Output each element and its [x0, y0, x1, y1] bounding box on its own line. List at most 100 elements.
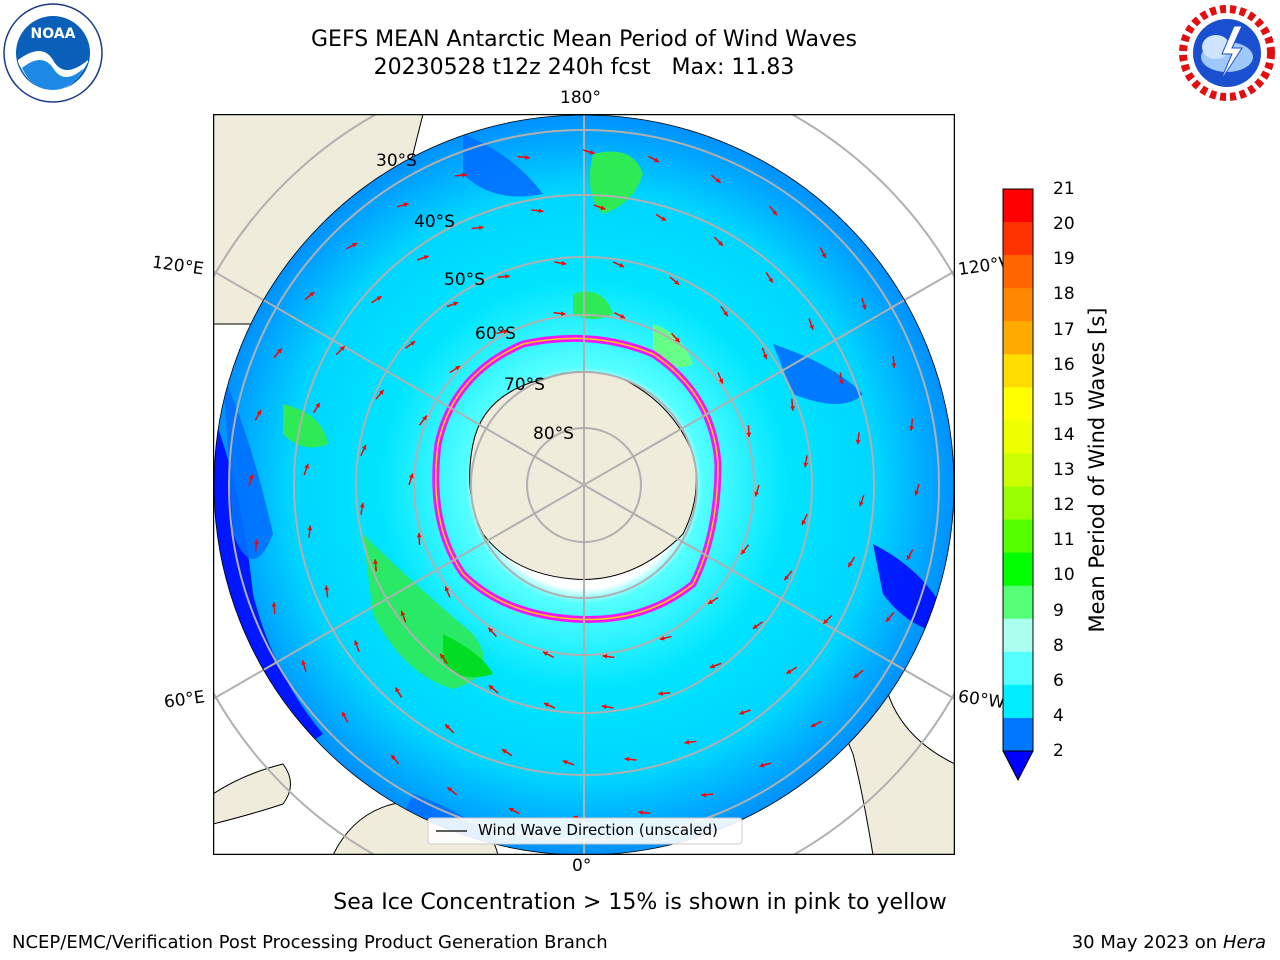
wind-arrow-head: [315, 402, 320, 408]
wind-arrow-head: [821, 253, 826, 259]
map-legend-label: Wind Wave Direction (unscaled): [478, 821, 718, 839]
wind-arrow-head: [674, 337, 680, 343]
wind-arrow-head: [542, 651, 548, 656]
wind-arrow-head: [307, 525, 313, 531]
wind-arrow-head: [562, 760, 568, 765]
colorbar-tick-label: 14: [1053, 424, 1075, 445]
wind-arrow-head: [786, 669, 792, 674]
colorbar-swatch: [1003, 717, 1033, 752]
colorbar-label: Mean Period of Wind Waves [s]: [1085, 307, 1109, 633]
lon-label-180: 180°: [560, 88, 601, 108]
wind-arrow-head: [861, 304, 867, 310]
wind-arrow-head: [248, 474, 254, 480]
lat-label-50s: 50°S: [444, 270, 485, 290]
wind-arrow-head: [560, 311, 566, 316]
wind-arrow-head: [752, 624, 758, 629]
wind-arrow-head: [718, 378, 724, 384]
colorbar-swatch: [1003, 288, 1033, 322]
wind-arrow-head: [624, 756, 630, 762]
wind-arrow-head: [718, 240, 723, 246]
wind-arrow-head: [403, 202, 409, 208]
wind-arrow-head: [453, 301, 459, 307]
wind-arrow-head: [256, 409, 261, 415]
wind-arrow-head: [654, 157, 660, 162]
wind-arrow-head: [391, 754, 396, 760]
wind-arrow-head: [891, 363, 897, 368]
wind-arrow-head: [359, 502, 365, 508]
colorbar-swatch: [1003, 189, 1033, 223]
wind-arrow-head: [447, 787, 453, 792]
wind-arrow-head: [478, 225, 484, 231]
wind-arrow-head: [853, 673, 859, 678]
wind-arrow-head: [768, 277, 773, 283]
lon-label-60w: 60°W: [956, 686, 1007, 714]
chart-subtitle: 20230528 t12z 240h fcst Max: 11.83: [373, 55, 795, 80]
wind-arrow-head: [410, 341, 416, 346]
wind-arrow-head: [746, 432, 752, 438]
footer-right: 30 May 2023 on Hera: [1072, 932, 1266, 953]
wind-arrow-head: [914, 490, 920, 496]
lat-label-40s: 40°S: [414, 212, 455, 232]
wind-arrow-head: [416, 532, 422, 538]
wind-arrow-head: [462, 172, 467, 178]
wind-arrow-head: [373, 559, 378, 564]
wind-arrow-head: [508, 808, 514, 813]
wind-arrow-head: [701, 792, 706, 798]
wind-arrow-head: [354, 640, 359, 646]
wind-arrow-head: [342, 711, 347, 717]
colorbar-swatch: [1003, 387, 1033, 421]
colorbar-tick-label: 11: [1053, 530, 1075, 551]
wind-arrow-head: [620, 314, 626, 319]
wind-arrow-head: [422, 415, 427, 421]
wind-arrow-head: [838, 379, 844, 385]
wind-arrow-head: [503, 329, 509, 335]
colorbar-tick-label: 12: [1053, 495, 1075, 516]
wind-arrow-head: [659, 635, 665, 641]
wind-arrow-head: [823, 619, 829, 624]
lat-label-80s: 80°S: [533, 424, 574, 444]
wind-arrow-head: [739, 710, 745, 715]
wind-arrow-head: [352, 243, 358, 248]
wind-arrow-head: [561, 260, 567, 266]
wind-arrow-head: [379, 389, 384, 395]
wind-arrow-head: [909, 426, 915, 431]
wind-arrow-head: [324, 585, 330, 591]
wind-arrow-head: [440, 653, 445, 659]
colorbar-tick-label: 18: [1053, 284, 1075, 305]
wind-arrow-head: [304, 463, 309, 469]
wind-arrow-head: [277, 348, 282, 354]
wind-arrow-head: [707, 599, 713, 604]
colorbar-swatch: [1003, 618, 1033, 653]
wind-arrow-head: [361, 444, 367, 450]
wind-arrow-head: [601, 704, 607, 710]
wind-arrow-head: [253, 539, 259, 544]
colorbar-tick-label: 8: [1053, 635, 1064, 656]
nws-logo: [1178, 4, 1276, 102]
footer-date: 30 May 2023 on: [1071, 932, 1218, 953]
wind-arrow-head: [790, 406, 795, 411]
wind-arrow-head: [488, 685, 494, 690]
wind-arrow-head: [674, 280, 680, 285]
wind-arrow-head: [661, 216, 667, 221]
footer-machine: Hera: [1222, 932, 1266, 953]
colorbar-swatch: [1003, 684, 1033, 719]
wind-arrow-head: [741, 549, 746, 555]
colorbar-tick-label: 6: [1053, 670, 1064, 691]
wind-arrow-head: [859, 501, 864, 507]
sea-ice-note: Sea Ice Concentration > 15% is shown in …: [333, 890, 947, 915]
colorbar-tick-label: 21: [1053, 179, 1075, 199]
wind-arrow-head: [505, 274, 510, 279]
polar-map: [213, 114, 955, 855]
colorbar-swatch: [1003, 420, 1033, 454]
wind-arrow-head: [754, 491, 760, 497]
wind-arrow-head: [658, 691, 663, 696]
wind-arrow-head: [602, 654, 608, 659]
colorbar-swatch: [1003, 222, 1033, 256]
svg-text:NOAA: NOAA: [31, 26, 76, 42]
colorbar-swatch: [1003, 255, 1033, 289]
map-legend: [427, 817, 743, 845]
wind-arrow-head: [501, 749, 507, 754]
wind-arrow-head: [723, 311, 728, 317]
colorbar-tick-label: 19: [1053, 249, 1075, 270]
lat-label-30s: 30°S: [376, 151, 417, 171]
